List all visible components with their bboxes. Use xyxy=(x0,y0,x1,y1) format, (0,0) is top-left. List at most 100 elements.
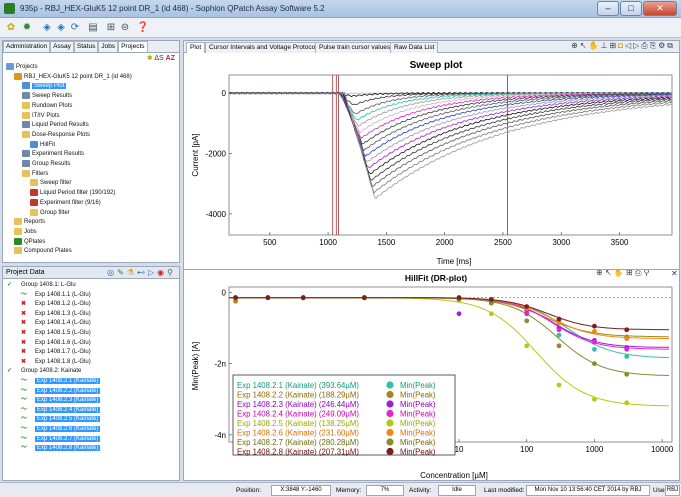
tree-item[interactable]: Filters xyxy=(22,169,48,179)
group-item[interactable]: ✓ Group 1408.1: L-Glu xyxy=(7,281,76,290)
lock-icon[interactable]: ◘ xyxy=(618,41,625,50)
pan-icon[interactable]: ✋ xyxy=(588,41,601,50)
data-point[interactable] xyxy=(592,329,597,334)
data-point[interactable] xyxy=(265,295,271,301)
export-icon[interactable]: ⎙ xyxy=(641,41,650,50)
refresh-icon[interactable]: ⟳ xyxy=(70,22,80,33)
tab-plot[interactable]: Plot xyxy=(186,42,206,53)
hillfit-plot[interactable]: HillFit (DR-plot) ⊕ ↖ ✋ ⊞ ⎙ ⚲ ✕ 0.010.11… xyxy=(184,270,679,483)
settings-icon[interactable]: ✹ xyxy=(22,22,32,33)
tab-pulse-train[interactable]: Pulse train cursor values xyxy=(315,42,395,53)
ruler-icon[interactable]: ⊞ xyxy=(609,41,619,50)
experiment-item[interactable]: ✖ Exp 1408.1.4 (L-Glu) xyxy=(21,319,91,328)
edit-icon[interactable]: ✎ xyxy=(117,268,127,277)
experiment-item[interactable]: 〜 Exp 1408.2.1 (Kainate) xyxy=(21,377,101,386)
data-point[interactable] xyxy=(624,354,630,359)
tree-item[interactable]: Liquid Period filter (190/192) xyxy=(30,189,115,198)
data-point[interactable] xyxy=(592,346,597,352)
minimize-button[interactable]: – xyxy=(597,1,619,16)
layout-icon[interactable]: ▤ xyxy=(88,22,98,33)
filter-icon[interactable]: ⚗ xyxy=(126,268,137,277)
settings-plot-icon[interactable]: ⚙ xyxy=(658,41,668,50)
data-point[interactable] xyxy=(624,346,630,352)
tree-item[interactable]: Experiment Results xyxy=(22,150,84,159)
tree-item[interactable]: Dose-Response Plots xyxy=(22,130,90,140)
experiment-item[interactable]: 〜 Exp 1408.1.1 (L-Glu) xyxy=(21,291,91,300)
data-point[interactable] xyxy=(456,295,462,301)
tab-raw-data[interactable]: Raw Data List xyxy=(390,42,439,53)
experiment-item[interactable]: ✖ Exp 1408.1.8 (L-Glu) xyxy=(21,358,91,367)
sort-icon[interactable]: ΔS xyxy=(154,55,164,62)
experiment-item[interactable]: ✖ Exp 1408.1.7 (L-Glu) xyxy=(21,348,91,357)
tree-item[interactable]: HillFit xyxy=(30,140,55,150)
stop-icon[interactable]: ◉ xyxy=(157,268,168,277)
data-point[interactable] xyxy=(556,332,562,338)
experiment-item[interactable]: 〜 Exp 1408.2.8 (Kainate) xyxy=(21,444,101,453)
gear-icon[interactable]: ✿ xyxy=(6,22,16,33)
tab-jobs[interactable]: Jobs xyxy=(98,41,119,52)
data-point[interactable] xyxy=(592,323,597,329)
data-point[interactable] xyxy=(556,316,562,322)
experiment-item[interactable]: ✖ Exp 1408.1.5 (L-Glu) xyxy=(21,329,91,338)
experiment-item[interactable]: ✖ Exp 1408.1.2 (L-Glu) xyxy=(21,300,91,309)
data-point[interactable] xyxy=(592,361,597,367)
copy-icon[interactable]: ⎘ xyxy=(649,41,659,50)
sweep-plot[interactable]: Sweep plot 500 1000 1500 2000 2500 3000 3500 0… xyxy=(184,54,679,268)
tab-assay[interactable]: Assay xyxy=(50,41,74,52)
data-point[interactable] xyxy=(624,327,630,333)
cursor-icon[interactable]: ⊥ xyxy=(600,41,610,50)
pointer-icon[interactable]: ↖ xyxy=(579,41,589,50)
data-point[interactable] xyxy=(524,304,530,309)
data-point[interactable] xyxy=(556,382,562,388)
tree-item[interactable]: Experiment filter (9/16) xyxy=(30,198,101,208)
data-point[interactable] xyxy=(556,327,562,333)
data-point[interactable] xyxy=(456,311,462,317)
data-point[interactable] xyxy=(488,300,494,306)
tree-icon[interactable]: ⊷ xyxy=(137,268,148,277)
print-icon[interactable]: ⊜ xyxy=(120,22,130,33)
tree-item[interactable]: Reports xyxy=(14,218,45,227)
grid-icon[interactable]: ⊞ xyxy=(106,22,116,33)
tree-item[interactable]: Sweep filter xyxy=(30,179,71,188)
data-point[interactable] xyxy=(556,343,562,349)
experiment-item[interactable]: ✖ Exp 1408.1.6 (L-Glu) xyxy=(21,339,91,348)
tree-item[interactable]: Group filter xyxy=(30,208,70,218)
tree-item[interactable]: Jobs xyxy=(14,227,37,237)
tree-item[interactable]: Liquid Period Results xyxy=(22,121,89,130)
data-point[interactable] xyxy=(624,336,630,342)
data-point[interactable] xyxy=(524,311,530,317)
move-right-icon[interactable]: ◈ xyxy=(57,22,65,33)
tree-item[interactable]: Group Results xyxy=(22,160,70,169)
experiment-item[interactable]: 〜 Exp 1408.2.2 (Kainate) xyxy=(21,387,101,396)
next-icon[interactable]: ▷ xyxy=(633,41,642,50)
experiment-item[interactable]: ✖ Exp 1408.1.3 (L-Glu) xyxy=(21,310,91,319)
wrench-icon[interactable]: ⚲ xyxy=(167,268,176,277)
data-point[interactable] xyxy=(592,339,597,345)
tab-administration[interactable]: Administration xyxy=(3,41,51,52)
tab-cursor-intervals[interactable]: Cursor Intervals and Voltage Protocols xyxy=(205,42,324,53)
chart-options-icon[interactable]: ⧉ xyxy=(667,41,675,50)
experiment-item[interactable]: 〜 Exp 1408.2.6 (Kainate) xyxy=(21,425,101,434)
data-point[interactable] xyxy=(624,371,630,377)
experiment-item[interactable]: 〜 Exp 1408.2.7 (Kainate) xyxy=(21,435,101,444)
prev-icon[interactable]: ◁ xyxy=(624,41,634,50)
hillfit-close-icon[interactable]: ✕ xyxy=(671,270,678,278)
data-point[interactable] xyxy=(233,298,238,304)
play-icon[interactable]: ▷ xyxy=(148,268,158,277)
data-point[interactable] xyxy=(488,311,494,317)
zoom-icon[interactable]: ⊕ xyxy=(571,41,580,50)
data-point[interactable] xyxy=(524,343,530,349)
data-point[interactable] xyxy=(488,297,494,302)
experiment-item[interactable]: 〜 Exp 1408.2.4 (Kainate) xyxy=(21,406,101,415)
data-point[interactable] xyxy=(233,295,238,301)
data-point[interactable] xyxy=(300,295,306,301)
tree-item[interactable]: IT/IV Plots xyxy=(22,111,60,121)
star-icon[interactable]: ✱ xyxy=(146,55,153,62)
experiment-item[interactable]: 〜 Exp 1408.2.3 (Kainate) xyxy=(21,396,101,405)
tab-status[interactable]: Status xyxy=(73,41,99,52)
data-point[interactable] xyxy=(361,295,367,301)
tree-item[interactable]: Projects xyxy=(6,63,38,72)
experiment-item[interactable]: 〜 Exp 1408.2.5 (Kainate) xyxy=(21,415,101,424)
data-point[interactable] xyxy=(524,318,530,324)
data-point[interactable] xyxy=(556,320,562,326)
